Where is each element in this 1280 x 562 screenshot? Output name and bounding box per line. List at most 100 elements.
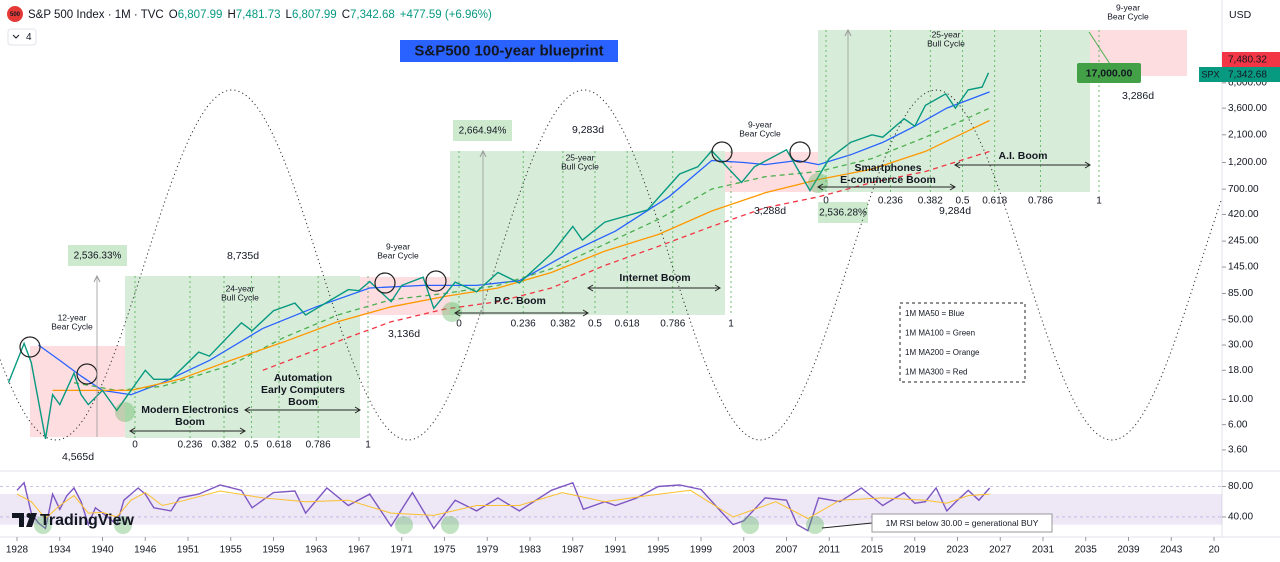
x-tick-label: 1940 (91, 545, 114, 556)
ma-line (52, 119, 990, 392)
x-tick-label: 1928 (6, 545, 29, 556)
series-line (16, 481, 991, 532)
header-high: 7,481.73 (236, 9, 281, 21)
boom-label: A.I. Boom (999, 150, 1048, 162)
boom-label: Modern Electronics (141, 404, 239, 416)
header-h-label: H (227, 9, 235, 21)
y-tick-label: 6,000.00 (1228, 77, 1267, 88)
duration-label: 3,136d (388, 328, 420, 340)
fib-label: 0.382 (550, 319, 575, 330)
fib-label: 1 (728, 319, 734, 330)
y-tick-label: 2,100.00 (1228, 129, 1267, 140)
fib-label: 0.5 (588, 319, 602, 330)
cycle-label: Bear Cycle (377, 250, 419, 260)
fib-label: 0.236 (878, 196, 903, 207)
x-tick-label: 2003 (733, 545, 756, 556)
x-tick-label: 1979 (476, 545, 499, 556)
header-close: 7,342.68 (350, 9, 395, 21)
series-line (16, 489, 990, 520)
price-tag-label: 7,342.68 (1228, 70, 1267, 81)
boom-label: Boom (288, 396, 318, 408)
y-tick-label: 420.00 (1228, 209, 1259, 220)
y-tick-label: 700.00 (1228, 184, 1259, 195)
legend-entry: 1M MA100 = Green (905, 329, 975, 338)
rsi-buy-marker (441, 516, 459, 534)
top-marker (425, 270, 447, 292)
fib-label: 0 (823, 196, 829, 207)
currency: USD (1229, 9, 1252, 21)
x-tick-label: 1983 (519, 545, 542, 556)
x-tick-label: 1934 (49, 545, 72, 556)
duration-label: 3,286d (1122, 90, 1154, 102)
bottom-marker (442, 302, 462, 322)
y-tick-label: 18.00 (1228, 365, 1253, 376)
cycle-label: Bull Cycle (561, 161, 599, 171)
fib-label: 0.786 (660, 319, 685, 330)
cycle-label: 12-year (58, 312, 87, 322)
x-tick-label: 1946 (134, 545, 157, 556)
x-tick-label: 2011 (818, 545, 840, 556)
high-price-label: 7,480.32 (1228, 55, 1267, 66)
arrow-head (817, 183, 956, 191)
fib-label: 0.5 (956, 196, 970, 207)
cycle-label: 9-year (386, 241, 410, 251)
ma-line (38, 91, 990, 396)
y-tick-label: 145.00 (1228, 262, 1259, 273)
fib-label: 0.618 (982, 196, 1007, 207)
cycle-label: Bear Cycle (51, 321, 93, 331)
boom-label: P.C. Boom (494, 295, 546, 307)
cycle-label: 25-year (932, 29, 961, 39)
x-tick-label: 2019 (904, 545, 927, 556)
bear-zone (725, 152, 818, 192)
y-tick-label: 10.00 (1228, 394, 1253, 405)
rsi-buy-marker (34, 516, 52, 534)
fib-label: 0.236 (511, 319, 536, 330)
boom-label: Smartphones (854, 162, 921, 174)
target-box (1077, 63, 1141, 83)
arrow-head (129, 427, 246, 435)
symbol-badge (7, 6, 23, 22)
duration-label: 4,565d (62, 451, 94, 463)
arrow-head (587, 284, 721, 292)
cycle-wave (0, 89, 1222, 441)
x-tick-label: 2043 (1160, 545, 1183, 556)
boom-label: Internet Boom (619, 272, 690, 284)
y-tick-label: 80.00 (1228, 481, 1253, 492)
x-tick-label: 2007 (775, 545, 798, 556)
rsi-buy-marker (395, 516, 413, 534)
high-price-tag (1222, 52, 1280, 67)
duration-label: 9,283d (572, 124, 604, 136)
fib-label: 1 (1096, 196, 1102, 207)
boom-label: Automation (274, 372, 332, 384)
rsi-note: 1M RSI below 30.00 = generational BUY (886, 518, 1039, 528)
y-tick-label: 50.00 (1228, 314, 1253, 325)
cycle-label: 25-year (566, 152, 595, 162)
y-tick-label: 3.60 (1228, 445, 1248, 456)
measure-label: 2,536.33% (74, 251, 122, 262)
measure-label: 2,664.94% (459, 126, 507, 137)
fib-label: 0.618 (266, 440, 291, 451)
fib-label: 0.5 (245, 440, 259, 451)
header-l-label: L (286, 9, 293, 21)
header-c-label: C (342, 9, 350, 21)
bull-zone (450, 151, 725, 315)
y-tick-label: 1,200.00 (1228, 157, 1267, 168)
cycle-label: 9-year (1116, 2, 1140, 12)
indicators-count: 4 (26, 32, 32, 43)
fib-label: 0 (456, 319, 462, 330)
symbol-tag-label: SPX (1201, 69, 1219, 79)
legend-entry: 1M MA300 = Red (905, 368, 967, 377)
chevron (12, 34, 20, 39)
cycle-label: 9-year (748, 119, 772, 129)
fib-label: 0.236 (177, 440, 202, 451)
fib-label: 0 (132, 440, 138, 451)
y-tick-label: 3,600.00 (1228, 103, 1267, 114)
top-marker (19, 336, 41, 358)
bottom-marker (808, 173, 828, 193)
cycle-label: Bear Cycle (739, 128, 781, 138)
x-tick-label: 2035 (1075, 545, 1098, 556)
header-legend: S&P 500 Index · 1M · TVC O6,807.99 H7,481.… (28, 9, 492, 21)
x-tick-label: 1967 (348, 545, 371, 556)
rsi-note-box (871, 513, 1053, 533)
